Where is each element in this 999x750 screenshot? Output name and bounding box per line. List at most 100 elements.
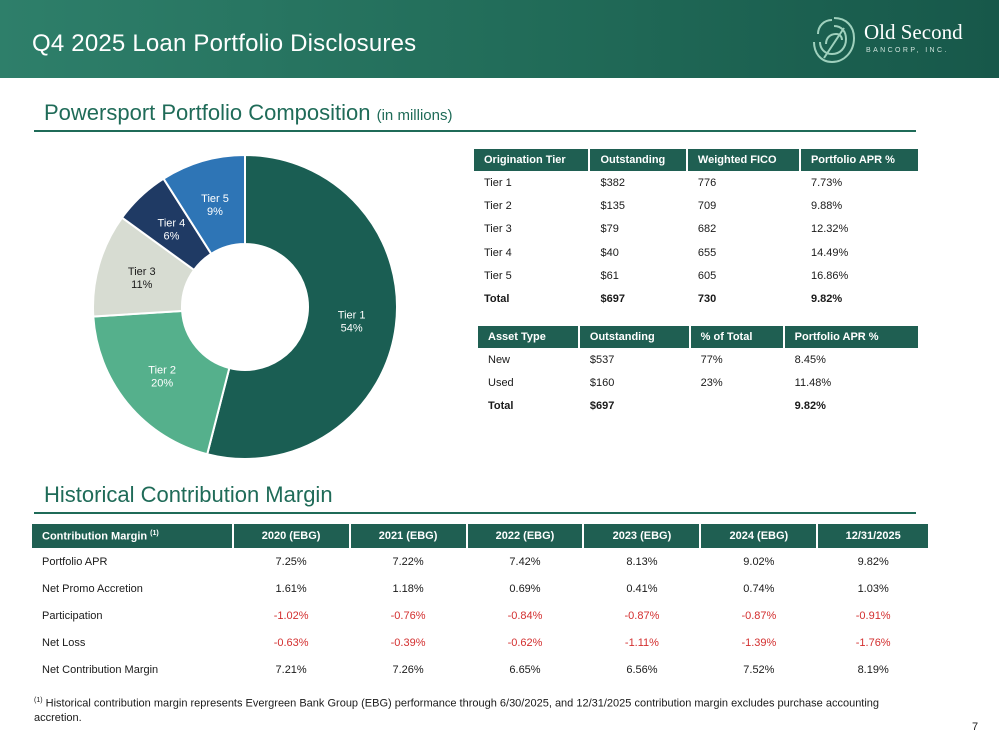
table-cell: -0.84% xyxy=(507,609,543,622)
table-cell: 605 xyxy=(697,269,717,282)
table-row: Net Loss -0.63% -0.39% -0.62% -1.11% -1.… xyxy=(32,629,928,656)
table-cell: -0.39% xyxy=(390,636,426,649)
table-row: Portfolio APR 7.25% 7.22% 7.42% 8.13% 9.… xyxy=(32,548,928,575)
table-cell: Total xyxy=(484,293,510,306)
year-col-header: 2020 (EBG) xyxy=(233,524,349,548)
table-cell: 14.49% xyxy=(810,246,849,259)
table-row: Used $160 23% 11.48% xyxy=(478,371,918,394)
table-cell: Tier 4 xyxy=(484,246,512,259)
table-cell: -0.87% xyxy=(741,609,777,622)
table-cell: $537 xyxy=(589,353,615,366)
year-col-header: 12/31/2025 xyxy=(818,524,928,548)
table-cell: -0.62% xyxy=(507,636,543,649)
table-cell: New xyxy=(488,353,511,366)
table-cell: Tier 2 xyxy=(484,199,512,212)
table-cell: 8.13% xyxy=(626,555,658,568)
table-cell: 8.45% xyxy=(794,353,826,366)
table-cell: 776 xyxy=(697,176,717,189)
table-row: Tier 3 $79 682 12.32% xyxy=(474,218,918,241)
table-cell: Tier 1 xyxy=(484,176,512,189)
asset-total-row: Total $697 9.82% xyxy=(478,395,918,418)
table-cell: Tier 3 xyxy=(484,223,512,236)
margin-col-header: Contribution Margin (1) xyxy=(32,524,232,548)
table-cell: -0.76% xyxy=(390,609,426,622)
table-cell: $79 xyxy=(600,223,619,236)
asset-table-header: Asset Type Outstanding % of Total Portfo… xyxy=(478,326,918,348)
table-cell: 1.03% xyxy=(857,582,889,595)
table-cell: 0.69% xyxy=(509,582,541,595)
footnote: (1) Historical contribution margin repre… xyxy=(34,694,924,725)
table-cell: 6.56% xyxy=(626,663,658,676)
donut-label-tier-5: Tier 5 9% xyxy=(201,193,229,218)
page-number: 7 xyxy=(972,721,979,733)
table-cell: 0.41% xyxy=(626,582,658,595)
footnote-text: Historical contribution margin represent… xyxy=(34,697,880,724)
donut-label-tier-1: Tier 1 54% xyxy=(338,309,366,334)
table-cell: 0.74% xyxy=(743,582,775,595)
table-cell: $160 xyxy=(589,376,615,389)
table-cell: 9.82% xyxy=(810,293,843,306)
outstanding-col-header: Outstanding xyxy=(590,149,686,171)
row-label: Net Contribution Margin xyxy=(42,663,159,676)
table-cell: 9.02% xyxy=(743,555,775,568)
table-cell: 682 xyxy=(697,223,717,236)
table-cell: -1.76% xyxy=(855,636,891,649)
origination-tier-table: Origination Tier Outstanding Weighted FI… xyxy=(472,149,920,311)
footnote-ref: (1) xyxy=(150,529,159,537)
table-cell: $697 xyxy=(589,400,615,413)
logo-subtitle: BANCORP, INC. xyxy=(866,47,949,54)
table-cell: 7.52% xyxy=(743,663,775,676)
asset-type-col-header: Asset Type xyxy=(478,326,578,348)
table-cell: 9.82% xyxy=(794,400,826,413)
table-cell: 23% xyxy=(700,376,723,389)
table-cell: 7.21% xyxy=(275,663,307,676)
donut-label-tier-3: Tier 3 11% xyxy=(128,266,156,291)
row-label: Net Loss xyxy=(42,636,86,649)
logo-name: Old Second xyxy=(864,20,963,44)
company-logo: Old Second BANCORP, INC. xyxy=(810,14,980,66)
table-cell: 77% xyxy=(700,353,723,366)
apr-col-header: Portfolio APR % xyxy=(800,149,918,171)
table-cell: -0.87% xyxy=(624,609,660,622)
table-cell: $382 xyxy=(600,176,625,189)
donut-slice-tier-2 xyxy=(92,309,231,456)
tier-col-header: Origination Tier xyxy=(474,149,589,171)
table-cell: $697 xyxy=(600,293,625,306)
year-col-header: 2024 (EBG) xyxy=(701,524,817,548)
donut-slice-tier-5 xyxy=(162,153,246,256)
portfolio-donut-chart: Tier 1 54% Tier 2 20% Tier 3 11%Tier 4 6% Tier … xyxy=(92,153,398,460)
table-cell: Used xyxy=(488,376,514,389)
row-label: Participation xyxy=(42,609,103,622)
donut-label-tier-4: Tier 4 6% xyxy=(158,218,186,243)
table-cell: 12.32% xyxy=(810,223,849,236)
table-cell: 11.48% xyxy=(794,376,832,389)
year-col-header: 2021 (EBG) xyxy=(350,524,466,548)
table-cell xyxy=(691,395,783,418)
table-cell: 709 xyxy=(697,199,717,212)
table-cell: 1.61% xyxy=(275,582,307,595)
table-cell: -1.11% xyxy=(624,636,659,649)
apr-col-header: Portfolio APR % xyxy=(784,326,918,348)
table-row: Tier 2 $135 709 9.88% xyxy=(474,194,918,217)
composition-title-note: (in millions) xyxy=(376,107,453,124)
outstanding-col-header: Outstanding xyxy=(579,326,689,348)
margin-table-header: Contribution Margin (1) 2020 (EBG) 2021 … xyxy=(32,524,928,548)
row-label: Net Promo Accretion xyxy=(42,582,143,595)
header-banner: Q4 2025 Loan Portfolio Disclosures Old S… xyxy=(0,0,999,78)
table-row: Participation -1.02% -0.76% -0.84% -0.87… xyxy=(32,602,928,629)
table-cell: 9.82% xyxy=(857,555,889,568)
table-cell: -0.63% xyxy=(273,636,309,649)
table-cell: -0.91% xyxy=(855,609,891,622)
logo-emblem-icon xyxy=(813,17,856,64)
composition-section-title: Powersport Portfolio Composition (in mil… xyxy=(44,100,452,126)
table-row: Tier 1 $382 776 7.73% xyxy=(474,171,918,194)
table-cell: -1.39% xyxy=(741,636,777,649)
table-row: Tier 4 $40 655 14.49% xyxy=(474,241,918,264)
asset-type-table: Asset Type Outstanding % of Total Portfo… xyxy=(476,326,920,418)
tier-total-row: Total $697 730 9.82% xyxy=(474,287,918,310)
table-cell: 7.42% xyxy=(509,555,541,568)
table-cell: Total xyxy=(488,400,514,413)
table-row: Net Contribution Margin 7.21% 7.26% 6.65… xyxy=(32,656,928,683)
donut-label-tier-2: Tier 2 20% xyxy=(148,365,176,390)
tier-table-header: Origination Tier Outstanding Weighted FI… xyxy=(474,149,918,171)
